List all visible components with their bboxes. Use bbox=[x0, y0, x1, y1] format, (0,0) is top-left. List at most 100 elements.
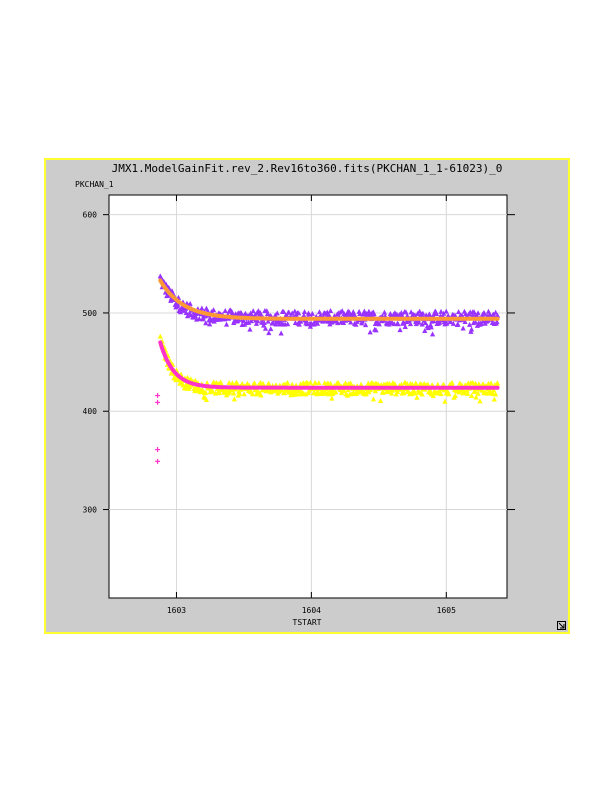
chart-title: JMX1.ModelGainFit.rev_2.Rev16to360.fits(… bbox=[111, 162, 503, 175]
data-point bbox=[477, 398, 483, 404]
data-point bbox=[286, 309, 292, 315]
data-point bbox=[412, 390, 418, 396]
data-point bbox=[416, 319, 422, 325]
data-point bbox=[285, 379, 291, 385]
data-point bbox=[475, 310, 481, 316]
resize-handle-icon[interactable] bbox=[557, 621, 566, 630]
data-point bbox=[316, 380, 322, 386]
data-point bbox=[296, 310, 302, 316]
y-tick-label: 500 bbox=[83, 309, 98, 318]
y-tick-label: 300 bbox=[83, 506, 98, 515]
data-point bbox=[250, 308, 256, 314]
data-point bbox=[187, 300, 193, 306]
data-point bbox=[258, 392, 264, 398]
data-point bbox=[465, 390, 471, 396]
data-point bbox=[348, 380, 354, 386]
data-point bbox=[428, 324, 434, 330]
data-point bbox=[397, 327, 403, 333]
data-point bbox=[419, 321, 425, 327]
data-point bbox=[296, 321, 302, 327]
data-point bbox=[494, 380, 501, 386]
data-point bbox=[472, 319, 479, 325]
data-point bbox=[262, 325, 269, 331]
data-point bbox=[401, 389, 407, 395]
data-point bbox=[357, 310, 363, 316]
data-point bbox=[226, 380, 232, 386]
data-point bbox=[157, 333, 163, 339]
x-tick-label: 1604 bbox=[302, 606, 321, 615]
data-point bbox=[449, 379, 455, 385]
data-point bbox=[353, 321, 359, 327]
data-point bbox=[261, 319, 267, 325]
plot-area bbox=[108, 194, 508, 599]
data-point bbox=[370, 396, 377, 402]
data-point bbox=[435, 381, 441, 387]
y-axis-label: PKCHAN_1 bbox=[75, 180, 114, 189]
data-point bbox=[341, 388, 347, 394]
data-point bbox=[303, 391, 309, 397]
data-point bbox=[314, 320, 321, 326]
data-point bbox=[294, 391, 300, 397]
data-point bbox=[199, 305, 205, 311]
data-point bbox=[494, 318, 500, 324]
data-point bbox=[301, 312, 307, 318]
data-point bbox=[246, 319, 252, 325]
data-point bbox=[255, 318, 261, 324]
data-point bbox=[184, 374, 191, 380]
data-point bbox=[270, 320, 276, 326]
data-point bbox=[402, 324, 408, 330]
data-point bbox=[175, 301, 181, 307]
data-point bbox=[395, 321, 401, 327]
data-point bbox=[247, 326, 253, 332]
data-point bbox=[443, 308, 449, 314]
data-point bbox=[207, 321, 213, 327]
data-point bbox=[285, 321, 291, 327]
data-point bbox=[339, 308, 345, 314]
data-point bbox=[260, 322, 267, 328]
data-point bbox=[203, 320, 209, 326]
data-point bbox=[173, 377, 179, 383]
data-point bbox=[381, 309, 388, 315]
data-point bbox=[309, 310, 315, 316]
data-point bbox=[389, 390, 395, 396]
data-point bbox=[279, 387, 285, 393]
data-point bbox=[468, 392, 475, 398]
data-point bbox=[446, 391, 452, 397]
data-point bbox=[266, 330, 272, 336]
data-point bbox=[268, 326, 274, 332]
data-point bbox=[472, 380, 479, 386]
data-point bbox=[204, 380, 210, 386]
data-point bbox=[367, 329, 373, 335]
data-point bbox=[358, 381, 364, 387]
x-tick-label: 1605 bbox=[437, 606, 456, 615]
data-point bbox=[196, 384, 202, 390]
data-point bbox=[231, 390, 237, 396]
data-point bbox=[493, 309, 499, 315]
data-point bbox=[441, 381, 447, 387]
data-point bbox=[203, 397, 210, 403]
data-point bbox=[212, 390, 219, 396]
data-point bbox=[203, 389, 209, 395]
data-point bbox=[450, 320, 456, 326]
data-point bbox=[399, 312, 405, 318]
data-point bbox=[193, 310, 199, 316]
data-point bbox=[210, 388, 216, 394]
data-point bbox=[235, 381, 241, 387]
data-point bbox=[236, 391, 243, 397]
data-point bbox=[344, 392, 351, 398]
data-point bbox=[422, 320, 429, 326]
data-point bbox=[422, 328, 428, 334]
x-tick-label: 1603 bbox=[167, 606, 186, 615]
data-point bbox=[274, 310, 280, 316]
data-point bbox=[307, 379, 313, 385]
data-point bbox=[407, 321, 414, 327]
data-point bbox=[229, 380, 236, 386]
data-point bbox=[455, 321, 461, 327]
data-point bbox=[376, 321, 382, 327]
data-point bbox=[301, 308, 308, 314]
data-point bbox=[216, 390, 223, 396]
data-point bbox=[419, 391, 425, 397]
data-point bbox=[327, 308, 334, 314]
data-point bbox=[433, 310, 440, 316]
data-point bbox=[442, 398, 448, 404]
